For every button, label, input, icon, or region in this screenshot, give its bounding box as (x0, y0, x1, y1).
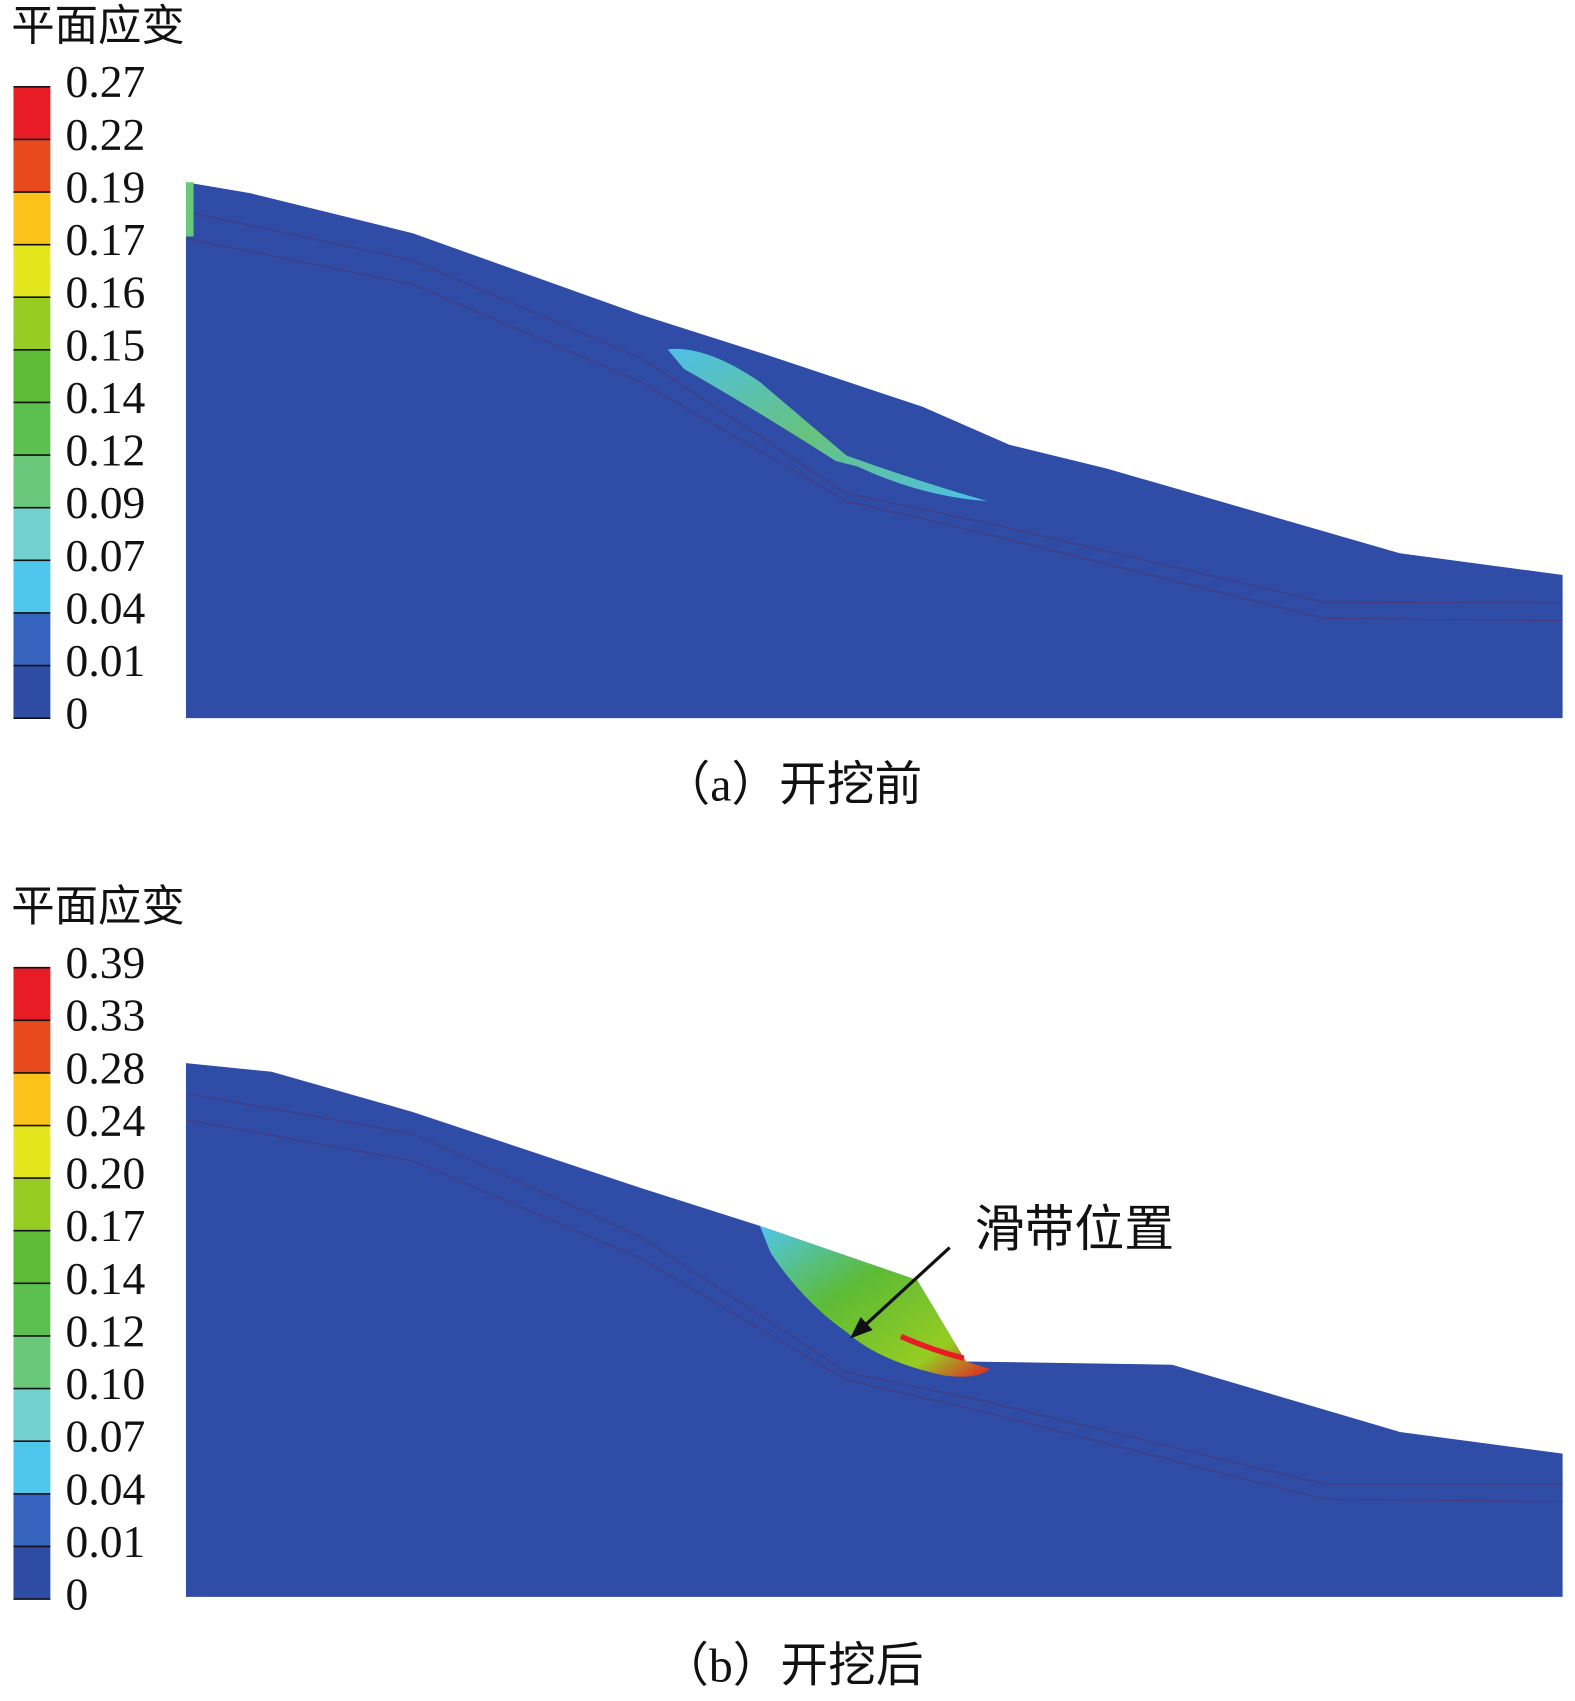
tick-label: 0.15 (66, 319, 146, 370)
tick-label: 0.39 (66, 937, 146, 988)
tick-label: 0.17 (66, 1200, 146, 1251)
caption: （a）开挖前 (662, 759, 922, 812)
color-band (13, 967, 51, 1021)
tick-label: 0.10 (66, 1358, 146, 1409)
color-band (13, 244, 51, 298)
color-band (13, 1283, 51, 1336)
color-band (13, 1388, 51, 1442)
caption: （b）开挖后 (661, 1640, 923, 1693)
strain-edge (185, 182, 194, 237)
slope-domain (185, 182, 1563, 719)
tick-label: 0.01 (66, 1516, 146, 1567)
tick-label: 0.14 (66, 372, 146, 423)
color-band (13, 1178, 51, 1231)
tick-label: 0 (66, 688, 89, 739)
tick-label: 0.27 (66, 56, 146, 107)
arrow-head (849, 1316, 873, 1339)
tick-label: 0.01 (66, 635, 146, 686)
layer-line (185, 1092, 1563, 1485)
color-band (13, 86, 51, 140)
color-band (13, 1125, 51, 1179)
strain-zone (759, 1225, 990, 1377)
color-band (13, 455, 51, 508)
color-band (13, 1441, 51, 1494)
color-band (13, 1230, 51, 1284)
color-band (13, 1020, 51, 1073)
tick-label: 0 (66, 1568, 89, 1619)
color-band (13, 507, 51, 561)
color-band (13, 297, 51, 350)
tick-label: 0.04 (66, 1463, 146, 1514)
tick-label: 0.19 (66, 161, 146, 212)
color-band (13, 192, 51, 245)
legend-title: 平面应变 (11, 883, 185, 931)
color-band (13, 349, 51, 403)
tick-label: 0.17 (66, 214, 146, 265)
slip-band (899, 1334, 965, 1361)
layer-line (185, 1119, 1563, 1502)
annotation-arrow (856, 1246, 951, 1334)
color-band (13, 1072, 51, 1126)
color-band (13, 139, 51, 193)
tick-label: 0.20 (66, 1148, 146, 1199)
tick-label: 0.28 (66, 1042, 146, 1093)
color-band (13, 402, 51, 456)
tick-label: 0.09 (66, 477, 146, 528)
tick-label: 0.22 (66, 109, 146, 160)
annotation: 滑带位置 (975, 1202, 1175, 1257)
color-band (13, 1335, 51, 1389)
tick-label: 0.33 (66, 990, 146, 1041)
strain-zone (667, 348, 988, 502)
layer-line (185, 238, 1563, 622)
legend-title: 平面应变 (11, 2, 185, 50)
color-band (13, 612, 51, 666)
color-band (13, 1493, 51, 1547)
tick-label: 0.14 (66, 1253, 146, 1304)
tick-label: 0.12 (66, 425, 146, 476)
tick-label: 0.07 (66, 1411, 146, 1462)
tick-label: 0.04 (66, 582, 146, 633)
color-band (13, 665, 51, 719)
layer-line (185, 211, 1563, 604)
tick-label: 0.24 (66, 1095, 146, 1146)
tick-label: 0.16 (66, 267, 146, 318)
color-band (13, 560, 51, 613)
color-band (13, 1546, 51, 1600)
tick-label: 0.07 (66, 530, 146, 581)
tick-label: 0.12 (66, 1305, 146, 1356)
